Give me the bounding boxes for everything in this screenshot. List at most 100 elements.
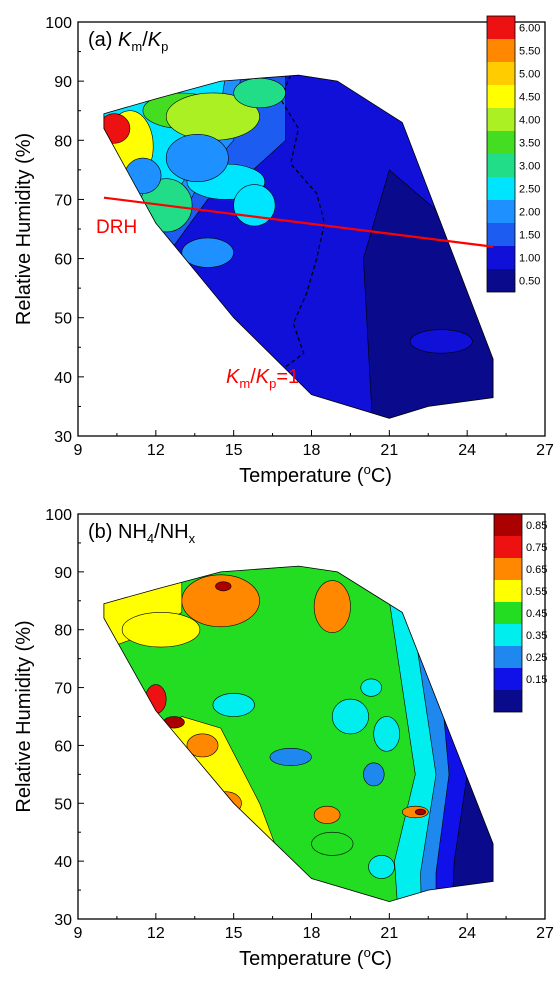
x-tick-label: 15 — [225, 442, 243, 459]
contour-patch — [331, 698, 369, 735]
legend-swatch — [487, 62, 515, 85]
contour-patch — [414, 808, 426, 816]
legend-label: 3.00 — [519, 161, 540, 173]
legend-label: 2.00 — [519, 207, 540, 219]
y-tick-label: 100 — [45, 15, 72, 32]
legend-swatch — [487, 131, 515, 154]
y-tick-label: 50 — [54, 311, 72, 328]
legend-swatch — [487, 154, 515, 177]
legend-swatch — [487, 223, 515, 246]
legend-swatch — [487, 200, 515, 223]
contour-patch — [313, 580, 351, 633]
y-tick-label: 40 — [54, 854, 72, 871]
x-tick-label: 27 — [536, 442, 554, 459]
y-tick-label: 90 — [54, 565, 72, 582]
x-tick-label: 9 — [74, 925, 83, 942]
y-tick-label: 60 — [54, 738, 72, 755]
contour-field — [103, 566, 494, 902]
x-tick-label: 12 — [147, 442, 165, 459]
contour-patch — [360, 678, 382, 697]
y-tick-label: 40 — [54, 370, 72, 387]
y-tick-label: 80 — [54, 133, 72, 150]
legend-swatch — [494, 668, 522, 690]
legend-label: 0.75 — [526, 542, 547, 554]
legend-label: 5.00 — [519, 69, 540, 81]
legend-swatch — [494, 558, 522, 580]
x-axis-label: Temperature (oC) — [239, 945, 392, 970]
legend-swatch — [494, 602, 522, 624]
contour-field — [103, 75, 494, 419]
legend-label: 0.65 — [526, 564, 547, 576]
contour-patch — [165, 134, 229, 183]
contour-patch — [373, 716, 401, 752]
drh-label: DRH — [96, 217, 137, 238]
legend-label: 0.35 — [526, 630, 547, 642]
legend-swatch — [487, 39, 515, 62]
x-tick-label: 18 — [303, 925, 321, 942]
y-axis-label: Relative Humidity (%) — [13, 620, 35, 812]
x-tick-label: 21 — [380, 925, 398, 942]
contour-patch — [311, 831, 354, 856]
legend-swatch — [487, 85, 515, 108]
x-tick-label: 18 — [303, 442, 321, 459]
km-kp-1-contour — [279, 75, 326, 372]
y-tick-label: 50 — [54, 796, 72, 813]
contour-patch — [269, 747, 312, 766]
x-tick-label: 24 — [458, 925, 476, 942]
y-tick-label: 70 — [54, 192, 72, 209]
contour-patch — [363, 762, 385, 787]
legend-label: 0.50 — [519, 276, 540, 288]
legend-swatch — [494, 580, 522, 602]
panel-a-kmkp: 9 12 15 18 21 24 27 30 40 50 60 70 80 90 100 Temperatur… — [13, 15, 554, 487]
contour-patch — [121, 611, 201, 648]
panel-title: (a) Km/Kp — [88, 29, 168, 54]
legend-label: 1.00 — [519, 253, 540, 265]
legend-swatch — [494, 624, 522, 646]
x-axis-label: Temperature (oC) — [239, 462, 392, 487]
drh-line — [103, 196, 494, 248]
x-tick-label: 12 — [147, 925, 165, 942]
legend-swatch — [487, 108, 515, 131]
contour-patch — [145, 684, 167, 714]
legend-swatch — [494, 536, 522, 558]
legend-label: 4.50 — [519, 92, 540, 104]
colour-legend: 0.15 0.25 0.35 0.45 0.55 0.65 0.75 0.85 — [493, 513, 547, 713]
contour-patch — [181, 237, 234, 268]
y-tick-label: 60 — [54, 252, 72, 269]
contour-patch — [163, 716, 185, 729]
y-tick-label: 90 — [54, 74, 72, 91]
legend-label: 2.50 — [519, 184, 540, 196]
contour-patch — [313, 805, 341, 824]
contour-patch — [233, 184, 276, 227]
legend-label: 0.85 — [526, 520, 547, 532]
contour-patch — [368, 855, 395, 879]
y-tick-label: 70 — [54, 681, 72, 698]
y-tick-label: 30 — [54, 912, 72, 929]
contour-patch — [103, 113, 131, 144]
legend-label: 4.00 — [519, 115, 540, 127]
contour-patch — [409, 329, 473, 354]
x-tick-label: 27 — [536, 925, 554, 942]
contour-patch — [215, 581, 232, 592]
x-tick-label: 24 — [458, 442, 476, 459]
legend-swatch — [487, 16, 515, 39]
legend-frame — [486, 15, 516, 293]
legend-label: 0.45 — [526, 608, 547, 620]
legend-label: 0.55 — [526, 586, 547, 598]
panel-title: (b) NH4/NHx — [88, 521, 196, 546]
panel-b-nh4-nhx: 9 12 15 18 21 24 27 30 40 50 60 70 80 90 100 Temperatur… — [13, 507, 554, 970]
x-tick-label: 21 — [380, 442, 398, 459]
contour-patch — [186, 733, 219, 758]
legend-label: 1.50 — [519, 230, 540, 242]
contour-patch — [233, 77, 286, 109]
legend-label: 0.15 — [526, 674, 547, 686]
legend-swatch — [494, 690, 522, 712]
y-tick-label: 80 — [54, 623, 72, 640]
legend-label: 5.50 — [519, 46, 540, 58]
colour-legend: 0.50 1.00 1.50 2.00 2.50 3.00 3.50 4.00 4.50 5.00… — [486, 15, 540, 293]
legend-label: 3.50 — [519, 138, 540, 150]
legend-label: 0.25 — [526, 652, 547, 664]
km-kp-annotation: Km/Kp=1 — [226, 366, 299, 391]
x-tick-label: 9 — [74, 442, 83, 459]
